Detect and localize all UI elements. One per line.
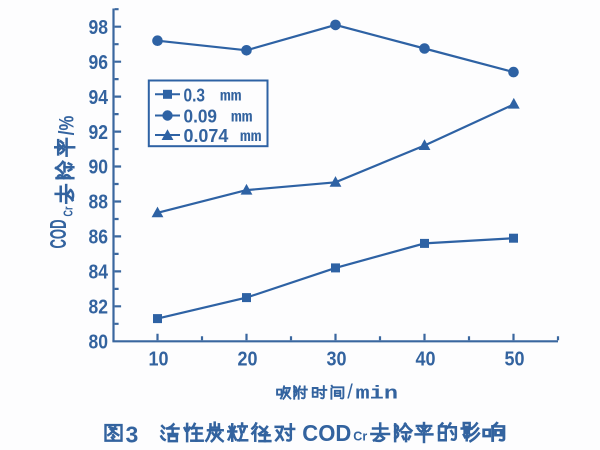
svg-text:COD: COD <box>45 220 71 249</box>
svg-text:min: min <box>356 384 399 404</box>
svg-text:COD: COD <box>302 420 351 446</box>
svg-text:3: 3 <box>126 422 139 448</box>
svg-text:mm: mm <box>240 128 262 146</box>
svg-text:Cr: Cr <box>61 207 76 217</box>
svg-text:84: 84 <box>89 261 109 284</box>
svg-text:/: / <box>347 382 353 404</box>
svg-text:80: 80 <box>89 331 109 354</box>
svg-text:82: 82 <box>89 296 109 319</box>
svg-text:10: 10 <box>149 348 169 371</box>
svg-text:30: 30 <box>327 348 347 371</box>
svg-text:20: 20 <box>238 348 258 371</box>
svg-text:0.3: 0.3 <box>184 86 206 106</box>
svg-text:86: 86 <box>89 226 109 249</box>
svg-text:mm: mm <box>220 88 242 106</box>
svg-text:/%: /% <box>56 115 79 135</box>
svg-text:0.09: 0.09 <box>184 107 218 127</box>
svg-text:50: 50 <box>505 348 525 371</box>
svg-text:mm: mm <box>231 109 253 127</box>
svg-text:40: 40 <box>416 348 436 371</box>
svg-text:92: 92 <box>89 121 109 144</box>
svg-text:90: 90 <box>89 156 109 179</box>
svg-text:88: 88 <box>89 191 109 214</box>
svg-text:Cr: Cr <box>353 430 367 444</box>
svg-text:94: 94 <box>89 86 109 109</box>
svg-text:96: 96 <box>89 51 109 74</box>
svg-text:98: 98 <box>89 16 109 39</box>
svg-text:0.074: 0.074 <box>184 126 229 146</box>
